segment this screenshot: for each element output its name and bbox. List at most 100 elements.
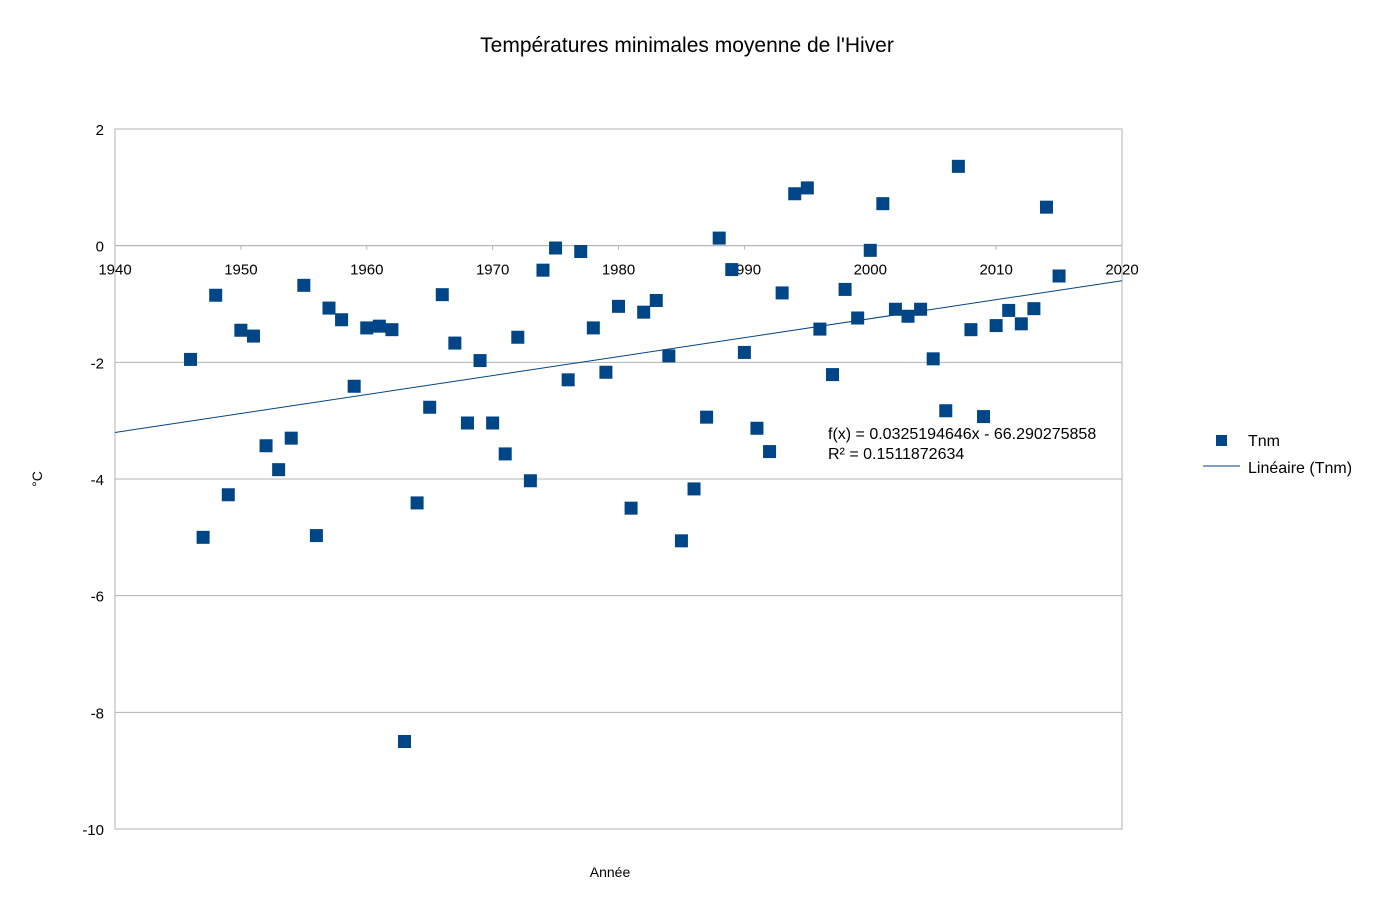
data-point [813,322,827,336]
y-tick-label: -4 [91,472,104,489]
data-point [511,330,525,344]
data-point [637,305,651,319]
data-points [184,159,1066,748]
data-point [926,352,940,366]
data-point [1039,200,1053,214]
data-point [788,187,802,201]
data-point [825,368,839,382]
x-tick-label: 1960 [350,262,383,279]
data-point [775,286,789,300]
data-point [372,319,386,333]
data-point [297,278,311,292]
data-point [951,159,965,173]
plot-area-border [114,128,1123,830]
data-point [184,352,198,366]
data-point [586,321,600,335]
data-point [838,282,852,296]
data-point [385,323,399,337]
data-point [448,336,462,350]
chart-title: Températures minimales moyenne de l'Hive… [480,34,894,57]
x-tick-label: 1940 [98,262,131,279]
legend-label-trend: Linéaire (Tnm) [1248,460,1352,477]
data-point [360,321,374,335]
data-point [964,323,978,337]
data-point [888,302,902,316]
data-point [549,241,563,255]
data-point [284,431,298,445]
trend-line [114,280,1123,433]
data-point [221,488,235,502]
data-point [612,299,625,313]
legend-label-tnm: Tnm [1248,433,1280,450]
data-point [234,323,248,337]
y-tick-label: -2 [91,355,104,372]
data-point [322,301,336,315]
data-point [435,288,449,302]
data-point [1027,302,1041,316]
data-point [687,482,701,496]
data-point [914,302,928,316]
x-tick-label: 2000 [854,262,887,279]
data-point [574,245,588,258]
data-point [309,529,323,543]
y-tick-label: -10 [82,822,104,839]
data-point [259,439,273,453]
legend-marker-tnm [1216,435,1227,446]
data-point [725,263,739,277]
data-point [246,329,260,343]
data-point [561,373,575,387]
trend-equation: f(x) = 0.0325194646x - 66.290275858 [828,426,1096,443]
data-point [712,231,726,245]
x-tick-label: 2020 [1105,262,1138,279]
data-point [763,445,777,459]
data-point [272,463,286,477]
data-point [851,311,865,325]
y-axis-ticks: 2 0 -2 -4 -6 -8 -10 [82,122,104,839]
data-point [737,345,751,359]
x-tick-label: 2010 [979,262,1012,279]
data-point [863,243,877,257]
data-point [410,496,424,510]
data-point [398,735,412,748]
data-point [876,197,890,211]
data-point [335,313,349,327]
data-point [1002,303,1016,317]
data-point [800,181,814,195]
x-tick-label: 1970 [476,262,509,279]
data-point [473,354,487,368]
grid-lines [115,128,1122,830]
data-point [662,349,676,363]
data-point [1014,317,1028,331]
data-point [460,416,474,430]
x-tick-label: 1980 [602,262,635,279]
x-tick-label: 1950 [224,262,257,279]
data-point [209,288,223,302]
y-axis-label: °C [29,471,45,487]
y-tick-label: -6 [91,589,104,606]
data-point [700,410,714,424]
data-point [196,530,210,544]
trend-r-squared: R² = 0.1511872634 [828,446,964,463]
data-point [939,404,953,418]
legend: Tnm Linéaire (Tnm) [1203,433,1352,477]
data-point [624,501,638,515]
data-point [536,263,550,277]
data-point [523,474,537,488]
data-point [750,421,764,435]
y-tick-label: -8 [91,705,104,722]
x-axis-label: Année [590,864,631,880]
data-point [498,447,512,461]
data-point [423,400,437,414]
data-point [1052,269,1066,283]
data-point [989,319,1003,333]
y-tick-label: 2 [96,122,104,139]
y-tick-label: 0 [96,239,104,256]
data-point [347,379,361,393]
data-point [977,410,991,424]
data-point [599,365,613,379]
data-point [649,294,663,307]
data-point [674,534,688,548]
data-point [901,309,915,323]
data-point [486,416,500,430]
